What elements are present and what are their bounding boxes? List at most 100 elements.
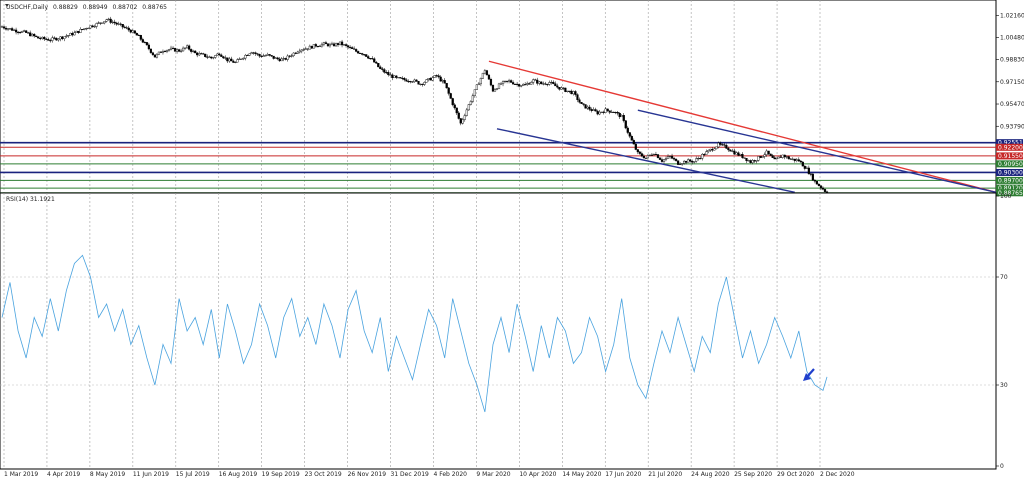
candle-body	[336, 43, 340, 45]
candle-body	[632, 140, 635, 145]
candle-body	[638, 151, 641, 154]
candle-body	[365, 54, 368, 57]
candle-body	[415, 79, 418, 82]
candle-body	[171, 47, 175, 49]
candle-body	[823, 189, 827, 192]
candle-body	[435, 75, 438, 77]
candle-body	[644, 157, 647, 159]
collapse-arrow-icon[interactable]	[5, 4, 9, 7]
candle-body	[87, 27, 90, 29]
candle-body	[240, 58, 243, 60]
candle-body	[811, 173, 814, 181]
candle-body	[157, 51, 161, 55]
candle-body	[534, 79, 537, 81]
rsi-series	[1, 254, 828, 413]
candle-body	[771, 155, 774, 158]
candle-body	[2, 26, 6, 29]
candle-body	[570, 90, 573, 95]
price-levels	[0, 141, 996, 194]
candle-body	[264, 55, 267, 57]
candle-body	[528, 83, 531, 85]
candle-body	[389, 74, 392, 76]
candle-body	[252, 52, 255, 54]
candle-body	[536, 79, 539, 84]
candle-body	[330, 43, 334, 45]
candle-body	[592, 109, 595, 111]
candle-body	[288, 55, 291, 57]
candle-body	[640, 153, 643, 157]
candle-body	[721, 144, 724, 146]
candle-body	[427, 78, 430, 80]
candle-body	[421, 83, 424, 85]
candle-body	[250, 52, 253, 55]
candle-body	[280, 58, 283, 62]
candle-body	[475, 84, 478, 90]
candle-body	[403, 78, 406, 81]
date-tick-label: 17 Jun 2020	[605, 471, 641, 478]
level-price-label: 0.89700	[998, 177, 1023, 184]
candle-body	[292, 52, 295, 56]
candle-body	[53, 37, 56, 39]
candle-body	[731, 150, 734, 152]
candle-body	[232, 60, 235, 63]
candle-body	[31, 33, 34, 37]
date-tick-label: 4 Feb 2020	[433, 471, 467, 478]
candle-body	[769, 153, 772, 156]
level-price-label: 0.90300	[998, 169, 1023, 176]
trend-line	[496, 128, 795, 194]
candle-body	[695, 158, 698, 162]
price-panel: 1.02160 1.00480 0.98830 0.97150 0.95470 0.937…	[0, 0, 1024, 197]
candle-body	[648, 154, 652, 156]
candle-body	[447, 87, 450, 94]
level-price-label: 0.90950	[998, 161, 1023, 168]
candle-body	[552, 81, 555, 84]
candle-body	[757, 156, 760, 161]
arrow-head	[803, 373, 811, 381]
candle-body	[328, 43, 332, 47]
candle-body	[598, 111, 601, 115]
time-axis: 1 Mar 2019 4 Apr 2019 8 May 2019 11 Jun 201…	[4, 471, 855, 478]
candle-body	[367, 56, 370, 59]
candle-body	[509, 80, 513, 83]
candle-body	[606, 108, 609, 111]
candle-body	[401, 77, 404, 79]
candle-body	[353, 48, 356, 50]
candle-body	[813, 180, 817, 182]
rsi-tick-label: 0	[1000, 463, 1004, 470]
level-price-tag	[996, 168, 1023, 176]
level-price-tag	[996, 143, 1023, 151]
candle-body	[741, 154, 744, 158]
candle-body	[763, 154, 766, 157]
candle-body	[457, 112, 460, 119]
candle-body	[21, 31, 24, 33]
candle-body	[674, 159, 678, 161]
candle-body	[133, 30, 136, 34]
candle-body	[55, 37, 58, 41]
candle-body	[691, 161, 694, 163]
date-tick-label: 4 Apr 2019	[47, 471, 80, 478]
candle-body	[371, 58, 374, 60]
date-tick-label: 19 Sep 2019	[262, 471, 300, 478]
candle-body	[351, 47, 354, 49]
level-price-label: 0.91550	[998, 153, 1023, 160]
candle-body	[503, 80, 507, 82]
candle-body	[471, 95, 474, 102]
date-tick-label: 31 Dec 2019	[391, 471, 430, 478]
candle-body	[608, 110, 611, 113]
candle-body	[206, 56, 209, 58]
candle-body	[642, 155, 645, 159]
candle-body	[344, 44, 348, 46]
candle-body	[242, 57, 245, 60]
candle-body	[399, 77, 402, 79]
level-price-label: 0.89120	[998, 185, 1023, 192]
candle-body	[216, 53, 219, 56]
candle-body	[733, 150, 736, 155]
candle-body	[501, 81, 505, 85]
candle-body	[234, 61, 237, 63]
candle-body	[449, 93, 452, 99]
candle-body	[586, 106, 589, 109]
candle-body	[699, 158, 702, 160]
candle-body	[127, 27, 130, 31]
candle-body	[465, 109, 468, 116]
candle-body	[411, 81, 414, 83]
